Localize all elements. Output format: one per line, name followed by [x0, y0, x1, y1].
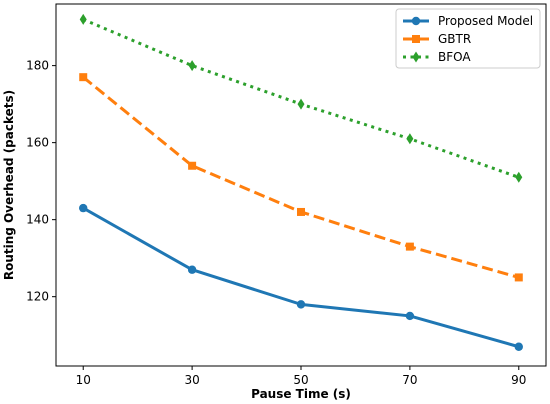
data-point-bfoa: [515, 171, 523, 183]
data-point-bfoa: [297, 98, 305, 110]
legend: Proposed Model GBTR BFOA: [395, 8, 541, 69]
x-axis-label: Pause Time (s): [251, 387, 351, 401]
series-layer: [79, 13, 523, 351]
series-gbtr: [79, 73, 523, 282]
y-tick-label: 160: [26, 136, 49, 150]
legend-marker-bfoa: [412, 51, 420, 63]
series-bfoa: [79, 13, 523, 183]
legend-label-proposed-model: Proposed Model: [438, 14, 533, 28]
x-tick-label: 30: [184, 373, 199, 387]
data-point-gbtr: [514, 273, 523, 282]
data-point-proposed-model: [514, 342, 523, 351]
legend-marker-gbtr: [412, 35, 420, 43]
x-tick-label: 90: [511, 373, 526, 387]
data-point-gbtr: [297, 207, 305, 216]
y-axis: 120 140 160 180: [26, 59, 56, 304]
y-tick-label: 120: [26, 290, 49, 304]
y-axis-label: Routing Overhead (packets): [2, 90, 16, 280]
data-point-gbtr: [405, 242, 414, 251]
x-tick-label: 70: [402, 373, 417, 387]
data-point-bfoa: [406, 133, 414, 145]
legend-marker-proposed-model: [411, 16, 421, 26]
data-point-gbtr: [188, 161, 197, 170]
data-point-proposed-model: [79, 203, 88, 213]
series-proposed-model: [79, 203, 523, 351]
data-point-proposed-model: [296, 300, 306, 309]
y-tick-label: 140: [26, 213, 49, 227]
x-tick-label: 10: [76, 373, 91, 387]
x-tick-label: 50: [293, 373, 308, 387]
legend-label-gbtr: GBTR: [438, 32, 471, 46]
data-point-proposed-model: [405, 311, 415, 321]
data-point-gbtr: [79, 73, 88, 82]
data-point-bfoa: [188, 60, 196, 72]
legend-box: [395, 8, 541, 69]
legend-label-bfoa: BFOA: [438, 50, 471, 64]
x-axis: 10 30 50 70 90: [76, 366, 526, 387]
data-point-proposed-model: [187, 265, 197, 274]
data-point-bfoa: [79, 13, 87, 25]
y-tick-label: 180: [26, 59, 49, 73]
